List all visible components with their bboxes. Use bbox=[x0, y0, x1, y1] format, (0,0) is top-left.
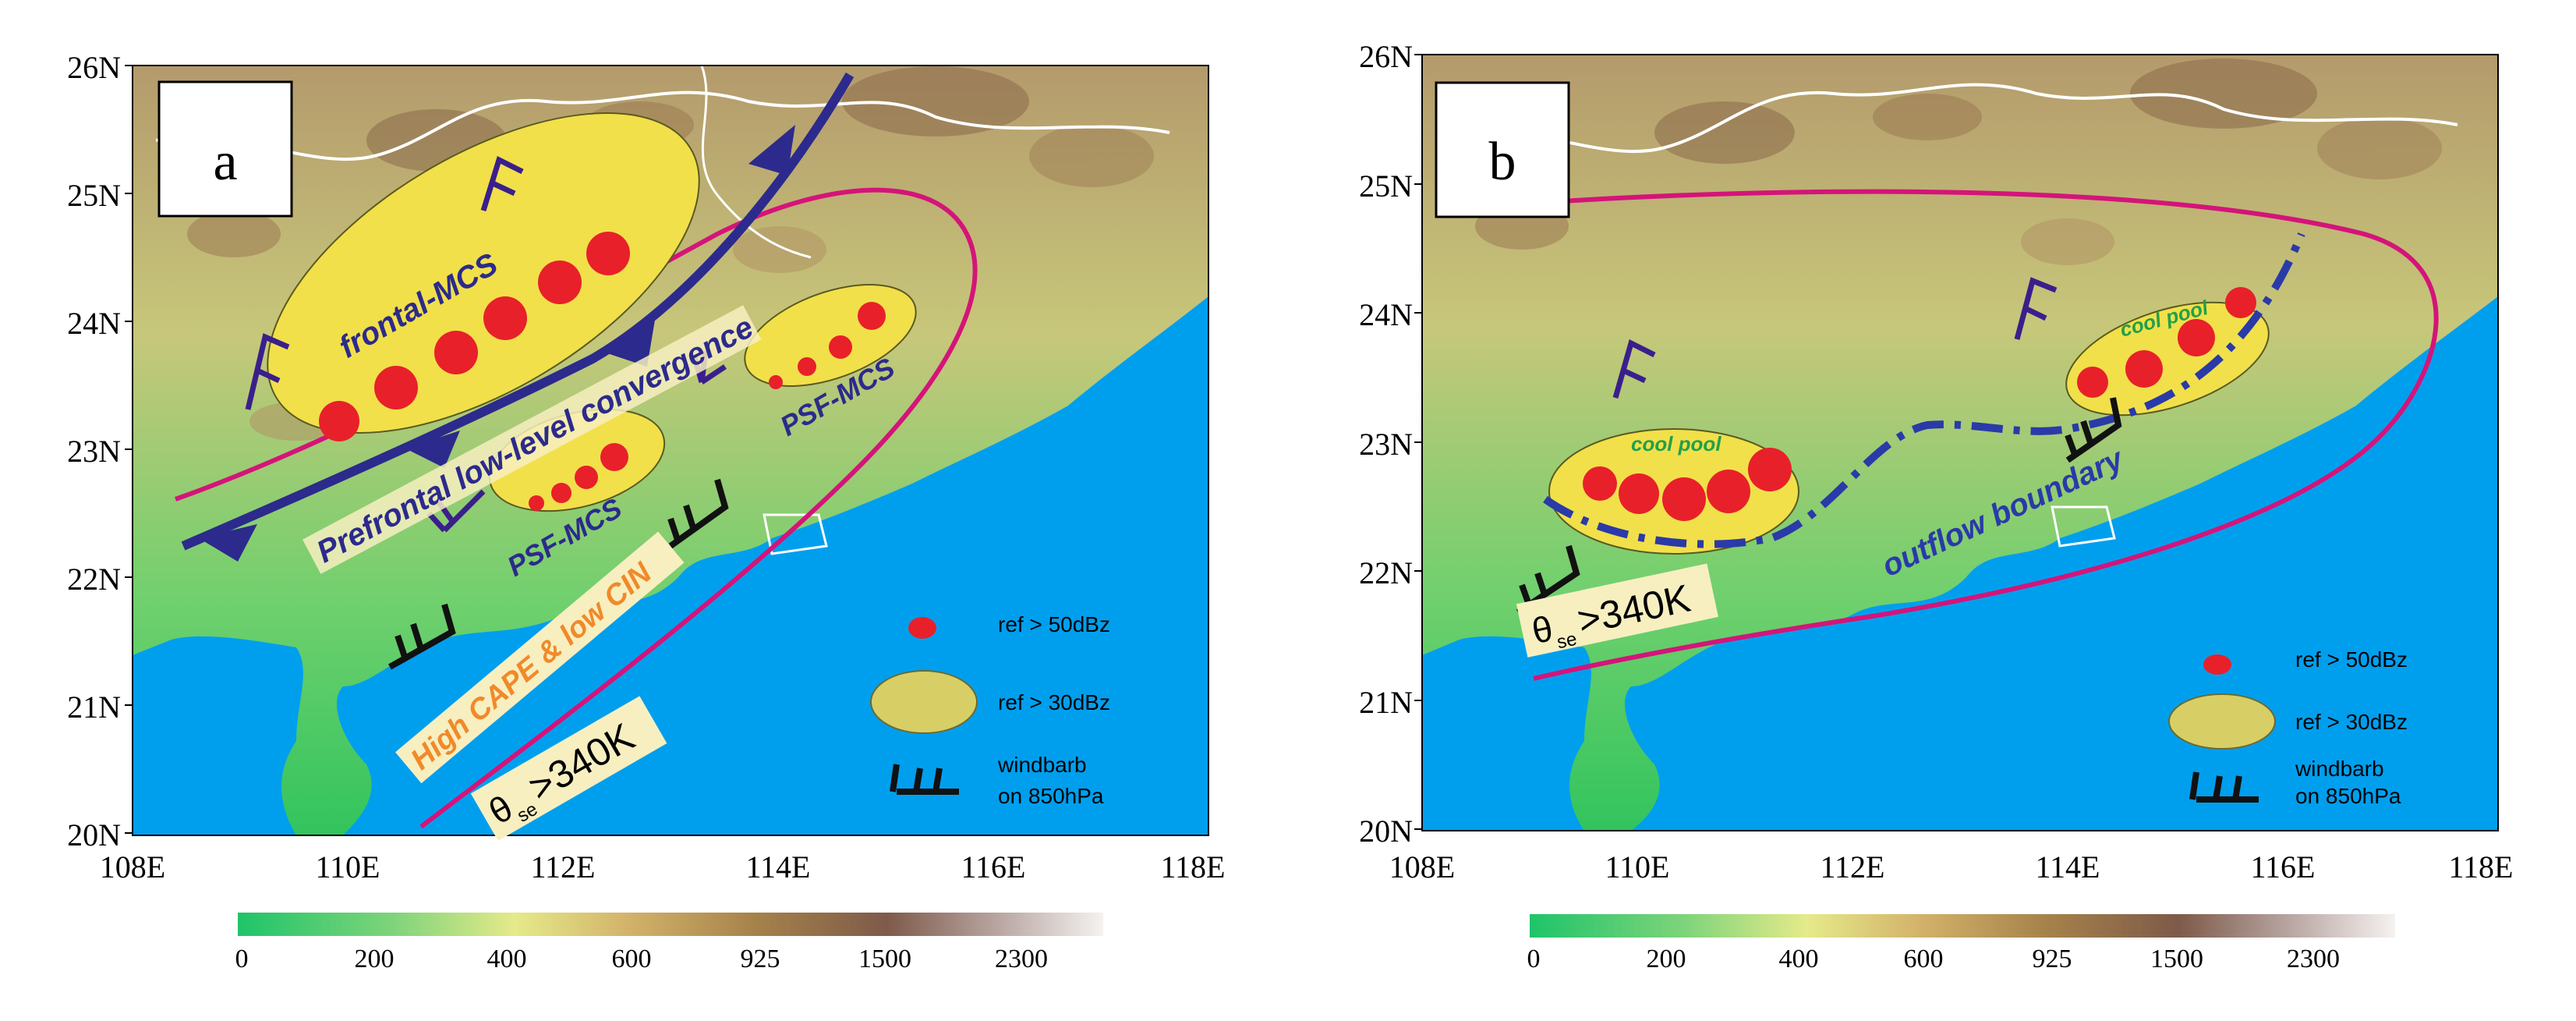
y-tick: 26N bbox=[1359, 39, 1413, 74]
colorbar-tick: 2300 bbox=[995, 945, 1048, 973]
cold-front-line bbox=[181, 72, 855, 551]
hong-kong-box bbox=[763, 513, 828, 555]
x-tick: 114E bbox=[2036, 849, 2100, 885]
legend-ref50-label: ref > 50dBz bbox=[2295, 647, 2408, 672]
colorbar-tick: 600 bbox=[612, 945, 652, 973]
colorbar-labels: 0 200 400 600 925 1500 2300 bbox=[235, 945, 1049, 973]
y-tick: 25N bbox=[67, 178, 121, 213]
x-tick: 112E bbox=[531, 849, 596, 885]
province-border-2 bbox=[700, 66, 812, 259]
y-tick: 21N bbox=[1359, 685, 1413, 720]
wind-barbs-black bbox=[1516, 397, 2122, 615]
theta-label-bg bbox=[470, 696, 667, 841]
colorbar-tick: 0 bbox=[235, 945, 249, 973]
panel-label: a bbox=[213, 132, 237, 192]
colorbar-tick: 400 bbox=[1779, 945, 1819, 973]
y-axis-labels: 26N 25N 24N 23N 22N 21N 20N bbox=[67, 50, 121, 853]
x-tick: 112E bbox=[1821, 849, 1885, 885]
colorbar bbox=[238, 913, 1103, 936]
wind-barbs-black bbox=[388, 478, 729, 670]
y-tick: 23N bbox=[67, 434, 121, 469]
legend-ref30-swatch bbox=[2168, 693, 2276, 750]
x-tick: 108E bbox=[100, 849, 165, 885]
cool-pool-label-1: cool pool bbox=[1631, 432, 1721, 456]
y-tick: 20N bbox=[1359, 814, 1413, 849]
legend-ref30-label: ref > 30dBz bbox=[998, 690, 1110, 714]
x-tick: 110E bbox=[316, 849, 380, 885]
prefrontal-label-bg bbox=[302, 305, 762, 574]
colorbar-tick: 2300 bbox=[2287, 945, 2340, 973]
panel-a: a frontal-MCS Prefrontal low-level conve… bbox=[0, 0, 1288, 1017]
panel-label-box bbox=[157, 80, 293, 218]
strong-echo-cells bbox=[319, 232, 886, 511]
cold-front-triangles bbox=[199, 125, 795, 562]
legend-windbarb-line1: windbarb bbox=[2295, 757, 2384, 781]
province-border bbox=[155, 90, 1170, 161]
y-tick: 22N bbox=[1359, 555, 1413, 590]
y-tick: 20N bbox=[67, 817, 121, 853]
x-tick: 108E bbox=[1389, 849, 1455, 885]
y-tick: 21N bbox=[67, 690, 121, 725]
y-tick-marks bbox=[1414, 54, 1422, 830]
land-area bbox=[1422, 55, 2498, 831]
theta-label-bg bbox=[1516, 563, 1718, 658]
legend-windbarb-line2: on 850hPa bbox=[998, 784, 1104, 808]
y-tick: 24N bbox=[67, 306, 121, 341]
colorbar-tick: 600 bbox=[1904, 945, 1944, 973]
colorbar-tick: 1500 bbox=[858, 945, 911, 973]
legend-windbarb-icon bbox=[2189, 771, 2259, 803]
x-tick: 116E bbox=[961, 849, 1026, 885]
panel-label: b bbox=[1489, 132, 1516, 192]
legend-windbarb-line2: on 850hPa bbox=[2295, 784, 2401, 808]
echo-cool-pool-2 bbox=[2065, 301, 2270, 417]
x-axis-labels: 108E 110E 112E 114E 116E 118E bbox=[1389, 849, 2514, 885]
x-axis-labels: 108E 110E 112E 114E 116E 118E bbox=[100, 849, 1226, 885]
colorbar-tick: 0 bbox=[1527, 945, 1541, 973]
y-tick: 24N bbox=[1359, 297, 1413, 332]
colorbar-tick: 400 bbox=[487, 945, 527, 973]
strong-echo-cells bbox=[1583, 287, 2256, 521]
colorbar-tick: 200 bbox=[1647, 945, 1686, 973]
map-frame bbox=[132, 65, 1209, 836]
legend-windbarb-icon bbox=[890, 764, 959, 795]
y-tick-marks bbox=[125, 65, 133, 834]
wind-barbs-purple bbox=[1612, 277, 2058, 399]
y-tick: 26N bbox=[67, 50, 121, 85]
legend-ref50-label: ref > 50dBz bbox=[998, 612, 1110, 636]
colorbar-tick: 925 bbox=[2033, 945, 2072, 973]
y-tick: 23N bbox=[1359, 427, 1413, 462]
outflow-boundary bbox=[1543, 232, 2305, 548]
theta-se-contour bbox=[1513, 189, 2439, 681]
panel-label-box bbox=[1435, 81, 1570, 218]
cape-label-bg bbox=[395, 531, 685, 784]
colorbar-labels: 0 200 400 600 925 1500 2300 bbox=[1527, 945, 2341, 973]
legend-ref30-label: ref > 30dBz bbox=[2295, 710, 2408, 734]
colorbar-tick: 925 bbox=[741, 945, 780, 973]
x-tick: 118E bbox=[1161, 849, 1226, 885]
legend-ref50-swatch bbox=[2203, 654, 2231, 675]
colorbar-tick: 200 bbox=[355, 945, 395, 973]
mountain-shading bbox=[1475, 58, 2442, 265]
frontal-mcs-echo bbox=[267, 112, 700, 434]
legend-ref30-swatch bbox=[870, 670, 978, 734]
y-tick: 22N bbox=[67, 562, 121, 597]
x-tick: 114E bbox=[746, 849, 811, 885]
map-b bbox=[1422, 55, 2498, 831]
x-tick: 118E bbox=[2449, 849, 2514, 885]
panel-b: b cool pool cool pool outflow boundary θ… bbox=[1288, 0, 2576, 1017]
province-border bbox=[1443, 83, 2458, 154]
hong-kong-box bbox=[2051, 505, 2116, 548]
y-axis-labels: 26N 25N 24N 23N 22N 21N 20N bbox=[1359, 39, 1413, 849]
colorbar bbox=[1530, 914, 2395, 938]
x-tick: 110E bbox=[1605, 849, 1670, 885]
y-tick: 25N bbox=[1359, 168, 1413, 204]
legend-ref50-swatch bbox=[908, 617, 936, 639]
x-tick: 116E bbox=[2251, 849, 2316, 885]
colorbar-tick: 1500 bbox=[2150, 945, 2203, 973]
theta-subscript: se bbox=[1555, 629, 1579, 654]
legend-windbarb-line1: windbarb bbox=[997, 753, 1087, 777]
